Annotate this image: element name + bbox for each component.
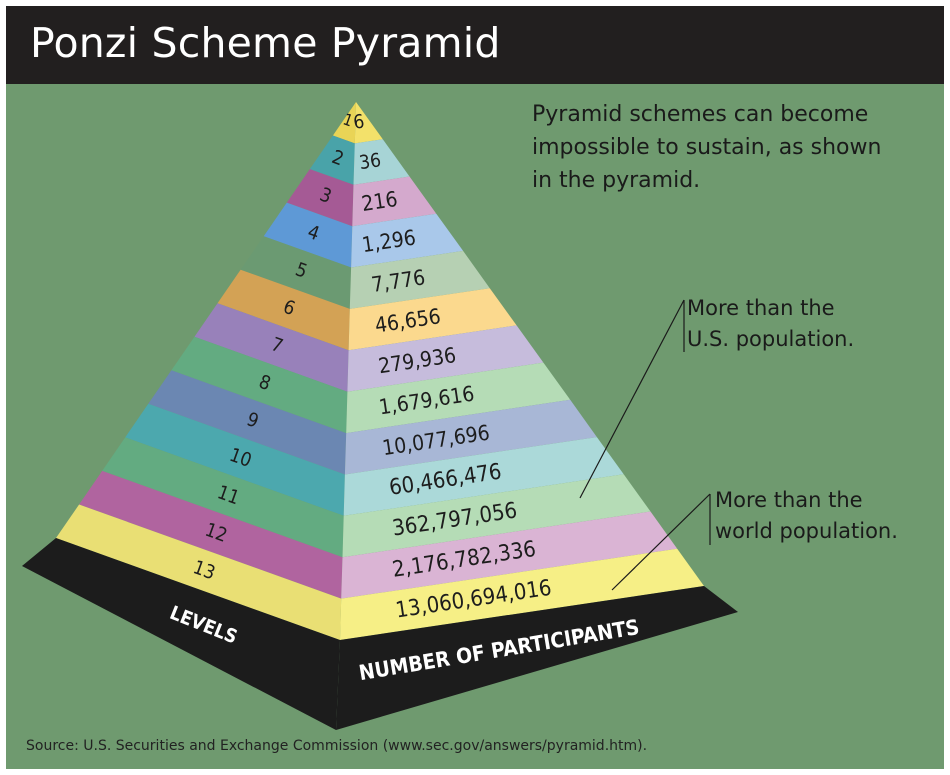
level-5-left-face <box>240 236 352 309</box>
level-6-left-face <box>217 269 350 351</box>
level-5-right-face <box>349 250 490 309</box>
intro-line-2: impossible to sustain, as shown <box>532 135 882 160</box>
base-left-strip <box>22 538 340 730</box>
level-7-right-face <box>347 325 544 392</box>
level-3-right-face <box>352 176 437 227</box>
level-6-right-face <box>348 288 517 351</box>
level-12-right-face <box>341 511 678 599</box>
level-1-participants: 6 <box>352 111 366 134</box>
level-2-participants: 36 <box>358 149 383 174</box>
level-1-right-face <box>354 102 383 144</box>
title-bar: Ponzi Scheme Pyramid <box>6 6 944 84</box>
level-2-left-face <box>309 135 355 185</box>
us-callout-line-1: More than the <box>687 296 835 320</box>
level-8-left-face <box>171 336 348 434</box>
level-11-left-face <box>102 437 344 558</box>
level-9-left-face <box>148 370 347 475</box>
level-4-right-face <box>351 213 464 268</box>
level-1-left-face <box>332 102 356 144</box>
level-11-right-face <box>342 474 651 558</box>
level-3-left-face <box>286 169 354 227</box>
callout-leader-lines <box>579 299 711 591</box>
level-9-right-face <box>344 399 597 475</box>
intro-line-1: Pyramid schemes can become <box>532 102 869 127</box>
level-3-participants: 216 <box>360 187 399 216</box>
us-population-leader-line <box>579 299 685 499</box>
pyramid-faces <box>56 102 704 640</box>
us-callout-line-2: U.S. population. <box>687 327 855 351</box>
level-13-left-face <box>56 504 342 640</box>
source-note: Source: U.S. Securities and Exchange Com… <box>26 738 648 754</box>
level-4-left-face <box>263 202 353 268</box>
intro-line-3: in the pyramid. <box>532 168 701 193</box>
base-right-strip <box>336 586 738 730</box>
level-8-right-face <box>346 362 571 434</box>
level-2-right-face <box>353 139 410 185</box>
page-title: Ponzi Scheme Pyramid <box>30 19 501 67</box>
world-callout-line-1: More than the <box>715 488 863 512</box>
level-12-left-face <box>79 470 343 599</box>
world-callout-line-2: world population. <box>715 519 898 543</box>
level-10-right-face <box>343 437 624 516</box>
level-13-right-face <box>340 548 704 640</box>
level-7-left-face <box>194 303 349 392</box>
level-10-left-face <box>125 403 345 516</box>
world-population-leader-line <box>611 493 711 591</box>
